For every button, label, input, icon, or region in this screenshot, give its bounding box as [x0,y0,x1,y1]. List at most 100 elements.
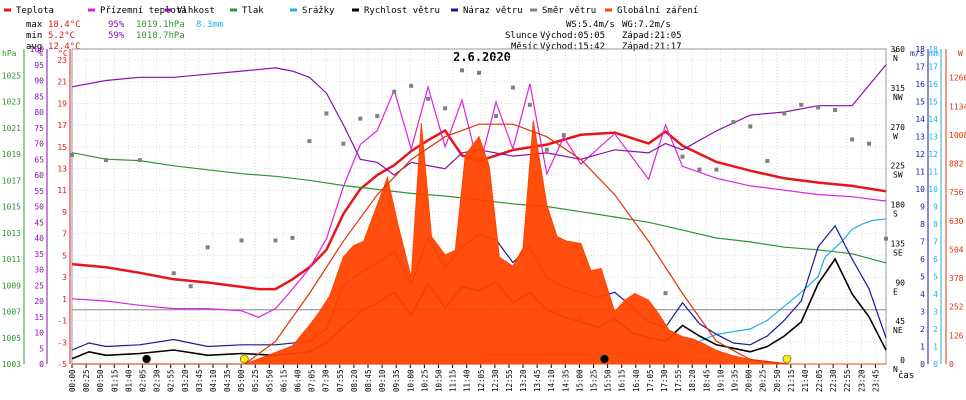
x-tick-label: 05:25 [251,369,260,392]
radiation-tick-label: 1008 [949,131,966,140]
wind_speed-tick-label: 18 [915,45,925,54]
stat-avg-label: avg [26,42,42,52]
legend-label: Srážky [302,6,335,16]
legend-label: Teplota [16,6,54,16]
legend-label: Směr větru [542,6,596,16]
legend-label: Přízemní teplota [100,6,187,16]
pressure-tick-label: 1005 [2,334,21,343]
x-tick-label: 02:55 [167,369,176,392]
series-smer-vetru-point [460,68,465,73]
x-tick-label: 22:05 [815,369,824,392]
series-smer-vetru-point [375,114,380,119]
series-smer-vetru-point [188,284,193,289]
series-smer-vetru-point [850,137,855,142]
wind_speed-tick-label: 1 [920,343,925,352]
series-smer-vetru-point [103,158,108,163]
x-tick-label: 19:10 [716,369,725,392]
rain-tick-label: 0 [933,360,938,369]
stat-avg-temp: 12.4°C [48,42,81,52]
wind-dir-unit: ° [893,49,898,58]
stat-min-press: 1010.7hPa [136,31,185,41]
chart-title: 2.6.2020 [453,50,511,64]
pressure-unit: hPa [2,49,17,58]
series-smer-vetru-point [714,167,719,172]
pressure-tick-label: 1011 [2,255,21,264]
legend-label: Tlak [242,6,264,16]
x-tick-label: 03:45 [195,369,204,392]
x-tick-label: 02:30 [153,369,162,392]
x-tick-label: 09:35 [392,369,401,392]
sun-marker [239,354,249,364]
wind_speed-tick-label: 12 [915,150,925,159]
x-tick-label: 18:45 [702,369,711,392]
humidity-tick-label: 50 [34,203,44,212]
radiation-tick-label: 504 [949,245,964,254]
temperature-tick-label: 5 [62,251,67,260]
stat-min-hum: 59% [108,31,125,41]
series-smer-vetru-point [324,111,329,116]
x-axis-label: čas [898,370,914,381]
series-smer-vetru-point [171,271,176,276]
x-tick-label: 21:40 [801,369,810,392]
temperature-tick-label: -1 [57,317,67,326]
rain-tick-label: 6 [933,255,938,264]
humidity-tick-label: 75 [34,124,44,133]
wind-dir-compass-label: SW [893,171,903,180]
sun-marker [782,354,792,364]
series-smer-vetru-point [205,245,210,250]
series-teplota [71,128,887,291]
moon-marker [600,354,609,364]
x-tick-label: 15:00 [575,369,584,392]
series-smer-vetru-point [341,141,346,146]
wind_speed-tick-label: 15 [915,98,925,107]
temperature-tick-label: 17 [57,121,67,130]
x-tick-label: 13:45 [533,369,542,392]
humidity-tick-label: 0 [39,360,44,369]
temperature-tick-label: 9 [62,208,67,217]
legend-label: Globální záření [617,6,698,16]
temperature-tick-label: -5 [57,360,67,369]
series-vlhkost [71,64,887,176]
x-tick-label: 17:55 [674,369,683,392]
temperature-tick-label: 21 [57,78,67,87]
rain-tick-label: 16 [928,80,938,89]
x-tick-label: 14:10 [547,369,556,392]
humidity-tick-label: 30 [34,266,44,275]
x-tick-label: 17:05 [646,369,655,392]
ws-info: WS:5.4m/s [566,20,615,30]
wind_speed-tick-label: 5 [920,273,925,282]
humidity-tick-label: 20 [34,297,44,306]
wg-info: WG:7.2m/s [622,20,671,30]
humidity-tick-label: 25 [34,281,44,290]
humidity-tick-label: 55 [34,187,44,196]
axes-group: 00:00 00:25 00:50 01:15 01:40 02:05 02:30 02:55… [2,45,966,392]
pressure-tick-label: 1021 [2,124,21,133]
wind-dir-tick-label: 90 [895,278,905,287]
sun-rise: Východ:05:05 [540,31,605,41]
temperature-tick-label: 1 [62,295,67,304]
x-tick-label: 13:20 [519,369,528,392]
x-tick-label: 05:00 [237,369,246,392]
x-tick-label: 20:00 [745,369,754,392]
series-smer-vetru-point [697,167,702,172]
series-smer-vetru-point [477,70,481,75]
wind_speed-tick-label: 10 [915,185,925,194]
x-tick-label: 08:20 [350,369,359,392]
x-tick-label: 20:25 [759,369,768,392]
wind-dir-compass-label: E [893,287,898,296]
humidity-tick-label: 70 [34,140,44,149]
humidity-tick-label: 15 [34,313,44,322]
stat-max-press: 1019.1hPa [136,20,185,30]
x-tick-label: 17:30 [660,369,669,392]
humidity-tick-label: 45 [34,218,44,227]
series-smer-vetru-point [867,141,872,146]
x-tick-label: 10:50 [434,369,443,392]
wind-dir-tick-label: 0 [900,356,905,365]
x-tick-label: 04:10 [209,369,218,392]
x-tick-label: 12:55 [505,369,514,392]
x-tick-label: 20:50 [773,369,782,392]
wind-dir-compass-label: S [893,210,898,219]
wind_speed-tick-label: 9 [920,203,925,212]
x-tick-label: 00:25 [82,369,91,392]
